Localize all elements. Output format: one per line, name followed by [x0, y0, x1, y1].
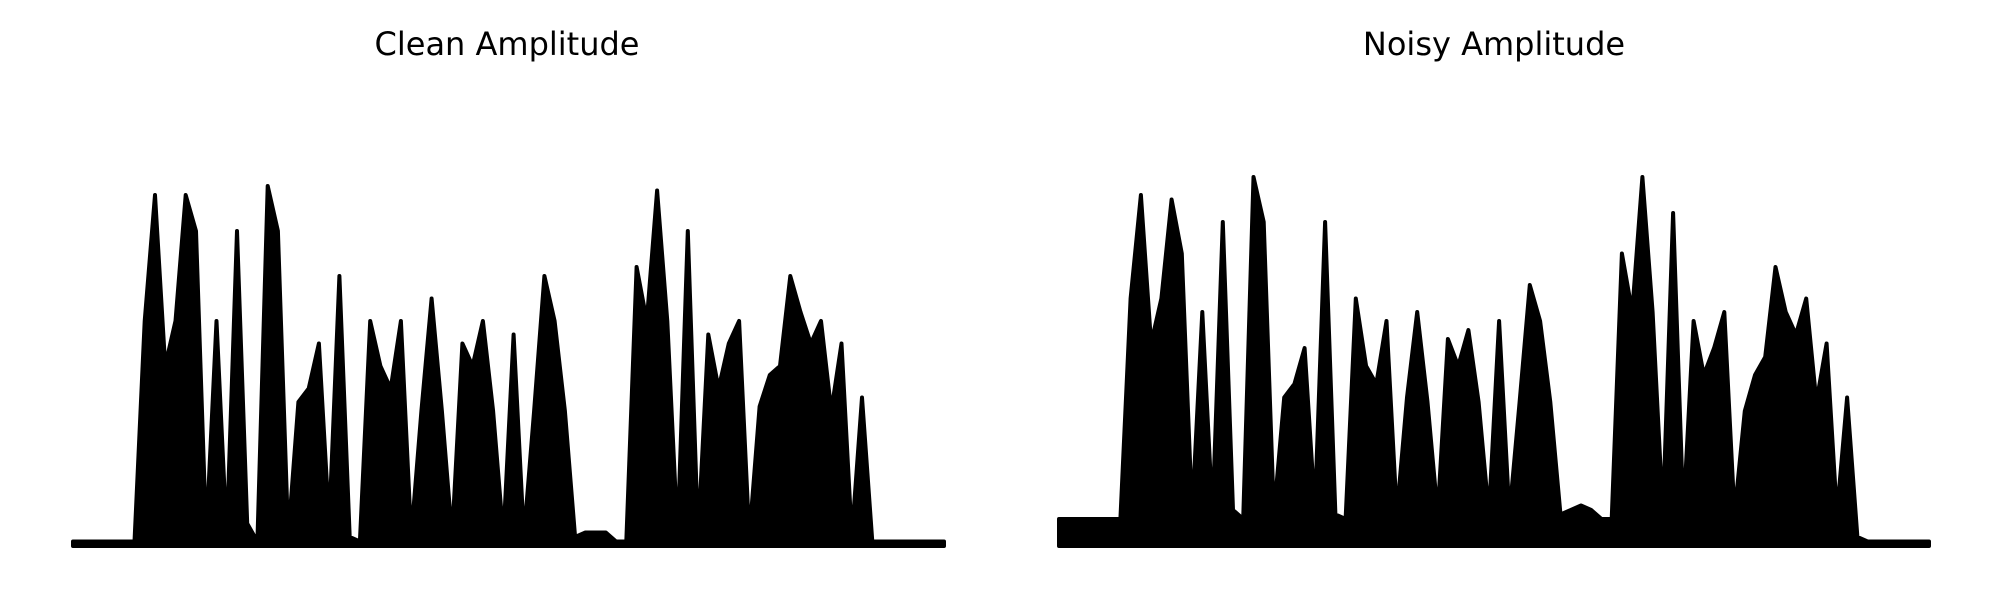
chart-title: Clean Amplitude: [375, 25, 640, 63]
chart-title: Noisy Amplitude: [1363, 25, 1625, 63]
amplitude-area: [1057, 175, 1931, 548]
amplitude-area: [71, 184, 946, 548]
